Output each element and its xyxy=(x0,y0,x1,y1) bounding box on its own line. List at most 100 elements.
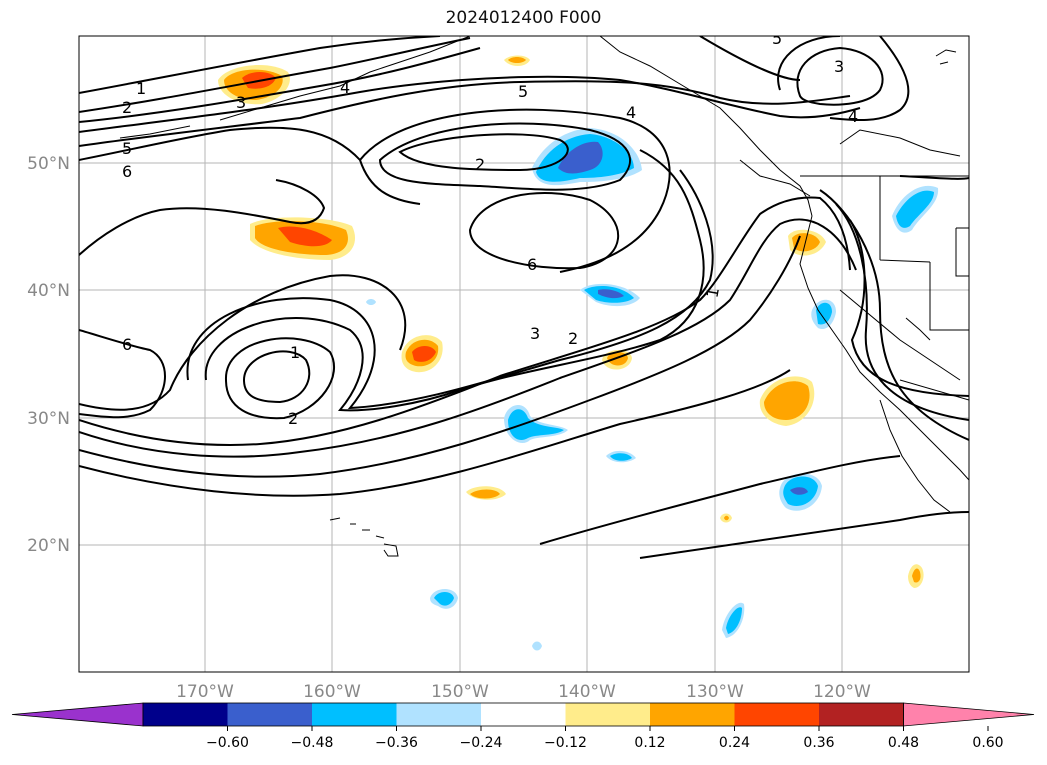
contour-label-4-pacific: 4 xyxy=(626,103,636,122)
negative-anomaly-socal-core xyxy=(816,302,832,325)
contour-label-2: 2 xyxy=(122,98,132,117)
colorbar-tick-label: 0.36 xyxy=(803,735,834,751)
contour-2-low xyxy=(398,133,569,172)
contour-label-2-low-sw: 2 xyxy=(288,409,298,428)
alaska-bc-coast xyxy=(599,36,813,217)
contour-label-5-pacific: 5 xyxy=(518,82,528,101)
negative-anomaly-south-core xyxy=(726,607,742,634)
contour-south-5 xyxy=(539,455,901,545)
contour-labels: 1 2 3 4 5 6 5 4 2 6 3 2 6 1 2 1 3 4 5 xyxy=(122,29,858,428)
negative-anomaly-inland-core xyxy=(896,190,934,228)
lon-label-160w: 160°W xyxy=(303,682,361,702)
contour-1-south xyxy=(79,218,857,458)
contour-3-low xyxy=(378,122,631,191)
contour-east-1 xyxy=(819,189,969,441)
ca-nv-border xyxy=(839,289,961,381)
contour-6-west xyxy=(79,179,326,256)
longitude-labels: 170°W 160°W 150°W 140°W 130°W 120°W xyxy=(176,682,871,702)
negative-anomaly-east-peak xyxy=(790,487,808,495)
contour-label-2-low: 2 xyxy=(475,155,485,174)
map-panel: 1 2 3 4 5 6 5 4 2 6 3 2 6 1 2 1 3 4 5 xyxy=(27,29,970,702)
colorbar-under-triangle xyxy=(11,702,144,727)
vancouver-island xyxy=(739,159,811,197)
contour-4-ne xyxy=(777,36,910,122)
us-mexico-border xyxy=(899,379,969,401)
aleutian-chain xyxy=(219,36,471,121)
shaded-anomalies xyxy=(218,55,939,651)
colorbar-tick-label: 0.24 xyxy=(719,735,750,751)
latitude-labels: 50°N 40°N 30°N 20°N xyxy=(27,154,70,556)
colorbar-segment xyxy=(396,703,482,726)
contour-label-6-west: 6 xyxy=(122,335,132,354)
lon-label-140w: 140°W xyxy=(558,682,616,702)
colorbar-tick-label: −0.12 xyxy=(544,735,587,751)
contour-label-5-top: 5 xyxy=(772,29,782,48)
colorbar-segment xyxy=(650,703,735,726)
aleutian-west xyxy=(119,125,191,139)
contour-4-sw xyxy=(186,169,714,410)
negative-anomaly-north-pacific-peak xyxy=(598,289,624,299)
positive-anomaly-baja-core xyxy=(764,381,810,420)
contour-label-1-east: 1 xyxy=(702,286,722,299)
positive-anomaly-small-3-core xyxy=(470,489,500,499)
contour-1-low xyxy=(242,350,311,404)
contour-label-4-ne: 4 xyxy=(848,107,858,126)
negative-anomaly-subtropical-core xyxy=(508,409,564,440)
colorbar-tick-label: 0.60 xyxy=(972,735,1003,751)
contour-label-6-high: 6 xyxy=(527,255,537,274)
colorbar-segment xyxy=(143,703,228,726)
lat-label-50n: 50°N xyxy=(27,154,70,174)
west-coast xyxy=(799,215,969,481)
contour-lines xyxy=(79,36,969,559)
negative-anomaly-dot xyxy=(532,641,542,651)
lat-label-20n: 20°N xyxy=(27,536,70,556)
positive-anomaly-central-peak xyxy=(412,346,436,362)
contour-6-west-lower xyxy=(79,329,166,419)
contour-label-3-south: 3 xyxy=(530,324,540,343)
contour-label-1-low: 1 xyxy=(290,343,300,362)
contour-2-north xyxy=(79,37,471,113)
contour-east-4 xyxy=(899,175,969,180)
canada-interior xyxy=(839,129,961,157)
lon-label-130w: 130°W xyxy=(686,682,744,702)
colorbar-segment xyxy=(565,703,651,726)
colorbar-segment xyxy=(312,703,397,726)
hawaiian-islands xyxy=(329,517,399,557)
negative-anomaly-hawaii-core xyxy=(434,592,454,606)
contour-6-high xyxy=(468,192,619,270)
map-background xyxy=(79,36,969,672)
positive-anomaly-small-2-core xyxy=(508,57,526,63)
negative-anomaly-gulf-peak xyxy=(558,141,603,174)
contour-6-north xyxy=(79,126,421,205)
contour-3-ne xyxy=(796,46,884,106)
contour-south-3 xyxy=(79,235,801,478)
az-border xyxy=(905,317,931,341)
contour-east-3 xyxy=(849,219,969,397)
lon-label-120w: 120°W xyxy=(813,682,871,702)
contour-south-4 xyxy=(79,369,791,497)
contour-label-3: 3 xyxy=(236,93,246,112)
contour-3-sw xyxy=(204,149,705,412)
contour-3-north xyxy=(79,47,481,123)
contour-5-sw xyxy=(79,274,407,411)
lon-label-150w: 150°W xyxy=(431,682,489,702)
colorbar-segment xyxy=(227,703,313,726)
coastlines xyxy=(119,36,969,557)
contour-label-4: 4 xyxy=(340,78,350,97)
contour-2-south xyxy=(79,196,851,446)
lon-label-170w: 170°W xyxy=(176,682,234,702)
colorbar-ticks: −0.60 −0.48 −0.36 −0.24 −0.12 0.12 0.24 0.36 0.4… xyxy=(206,726,1004,751)
small-coast-features xyxy=(935,49,957,65)
contour-label-3-ne: 3 xyxy=(834,57,844,76)
contour-label-2-south: 2 xyxy=(568,329,578,348)
negative-anomaly-dot-2 xyxy=(366,299,376,305)
contour-2-low-sw xyxy=(224,337,336,420)
colorbar-segment xyxy=(481,703,566,726)
map-title: 2024012400 F000 xyxy=(445,8,602,28)
contour-1-north xyxy=(79,36,441,94)
contour-label-5: 5 xyxy=(122,139,132,158)
colorbar-tick-label: 0.12 xyxy=(634,735,665,751)
colorbar-segment xyxy=(819,703,904,726)
contour-4-low xyxy=(359,108,671,273)
